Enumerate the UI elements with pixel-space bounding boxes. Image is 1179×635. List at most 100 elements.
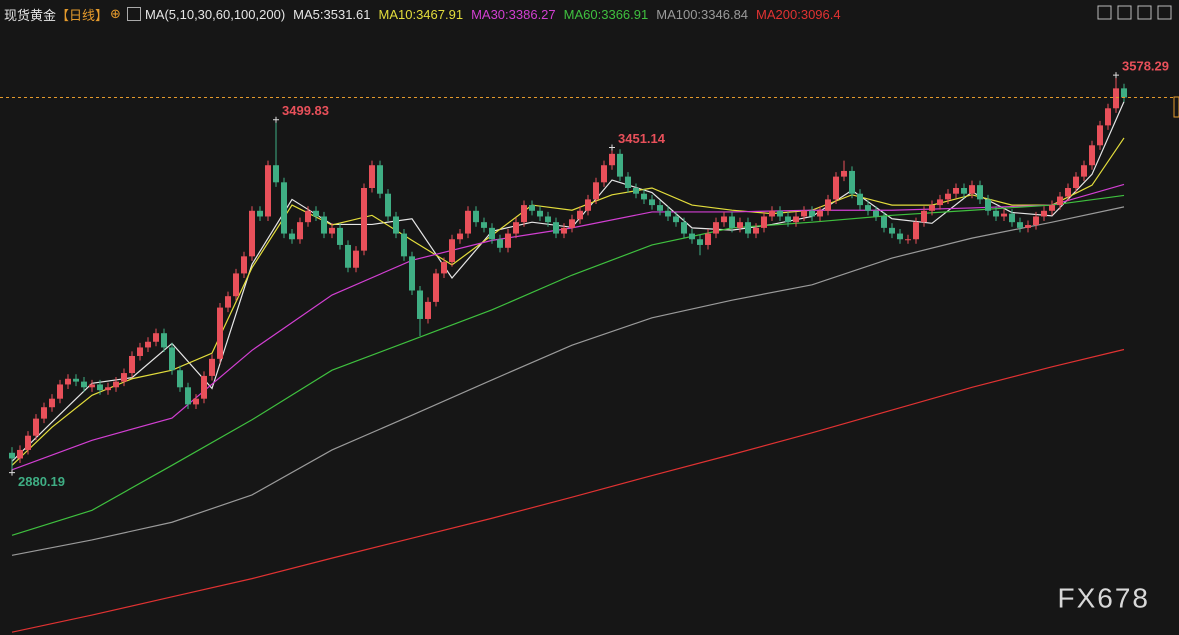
candle-body (377, 165, 383, 194)
candle-body (1017, 222, 1023, 228)
candle-body (273, 165, 279, 183)
candle-body (1089, 145, 1095, 166)
candle-body (593, 182, 599, 200)
candle-body (313, 210, 319, 217)
candle-body (721, 216, 727, 223)
candle-body (801, 210, 807, 217)
icon[interactable] (1117, 5, 1132, 20)
candle-body (233, 273, 239, 297)
candle-body (849, 170, 855, 194)
candle-body (705, 233, 711, 245)
candle-body (441, 262, 447, 274)
candle-body (425, 301, 431, 319)
candle-body (393, 216, 399, 234)
toolbar-icons[interactable] (1097, 5, 1172, 20)
candle-body (569, 219, 575, 228)
candle-body (713, 222, 719, 234)
candle-body (129, 355, 135, 374)
candle-body (1073, 176, 1079, 189)
candle-body (297, 222, 303, 240)
candle-body (209, 358, 215, 376)
candle-body (337, 227, 343, 245)
candle-body (857, 193, 863, 206)
candle-body (617, 153, 623, 177)
candle-body (689, 233, 695, 240)
candle-body (473, 210, 479, 223)
candle-body (545, 216, 551, 223)
extreme-marker (609, 144, 615, 151)
candle-body (73, 378, 79, 382)
candle-body (953, 188, 959, 194)
candle-body (1057, 196, 1063, 206)
icon[interactable] (1097, 5, 1112, 20)
legend-entry: MA5:3531.61 (293, 6, 371, 22)
candle-body (65, 378, 71, 385)
ma-line (11, 194, 1125, 536)
candle-body (577, 210, 583, 220)
candle-body (817, 210, 823, 217)
candle-body (57, 384, 63, 399)
candle-body (401, 233, 407, 257)
legend-entry: MA30:3386.27 (471, 6, 556, 22)
candle-body (449, 239, 455, 263)
candle-body (657, 205, 663, 211)
candle-body (897, 233, 903, 240)
extreme-marker (1113, 72, 1119, 79)
legend-entry: MA10:3467.91 (378, 6, 464, 22)
candle-body (169, 347, 175, 371)
candle-body (49, 398, 55, 408)
candle-body (1097, 125, 1103, 146)
ma-lines (11, 101, 1125, 633)
candle-body (121, 373, 127, 382)
candle-body (481, 222, 487, 228)
candle-body (105, 387, 111, 391)
candle-body (601, 165, 607, 183)
candle-body (225, 296, 231, 308)
candle-body (737, 222, 743, 228)
candle-body (1033, 216, 1039, 226)
candle-body (513, 222, 519, 234)
candle-body (433, 273, 439, 302)
candle-body (769, 210, 775, 217)
candle-body (961, 188, 967, 194)
candle-body (825, 199, 831, 211)
candle-body (537, 210, 543, 217)
candle-body (33, 418, 39, 436)
icon[interactable] (126, 7, 141, 21)
icon[interactable] (1137, 5, 1152, 20)
candle-body (665, 210, 671, 217)
ma-line (11, 137, 1125, 466)
candle-body (185, 387, 191, 405)
legend-entry: MA100:3346.84 (656, 6, 749, 22)
candle-body (321, 216, 327, 234)
candle-body (873, 210, 879, 217)
candle-body (585, 199, 591, 211)
candle-body (969, 185, 975, 194)
candle-body (489, 227, 495, 240)
icon[interactable] (1157, 5, 1172, 20)
ma-params: MA(5,10,30,60,100,200) (144, 6, 286, 22)
candle-body (633, 188, 639, 194)
candle-body (1009, 213, 1015, 223)
candle-body (985, 199, 991, 211)
candle-body (913, 222, 919, 240)
icon[interactable]: ⊕ (110, 6, 121, 21)
candle-body (1041, 210, 1047, 217)
candles (9, 75, 1127, 473)
candle-body (9, 452, 15, 459)
candle-body (609, 153, 615, 166)
extreme-marker (273, 116, 279, 123)
candle-body (1001, 213, 1007, 217)
candle-body (497, 239, 503, 248)
candle-body (361, 188, 367, 251)
candle-body (353, 250, 359, 268)
candle-body (113, 381, 119, 388)
candle-body (417, 290, 423, 319)
candle-body (681, 222, 687, 234)
candle-body (1121, 88, 1127, 98)
candle-body (249, 210, 255, 257)
candle-body (1065, 188, 1071, 197)
candle-body (785, 216, 791, 223)
extreme-label: 2880.19 (18, 474, 65, 489)
